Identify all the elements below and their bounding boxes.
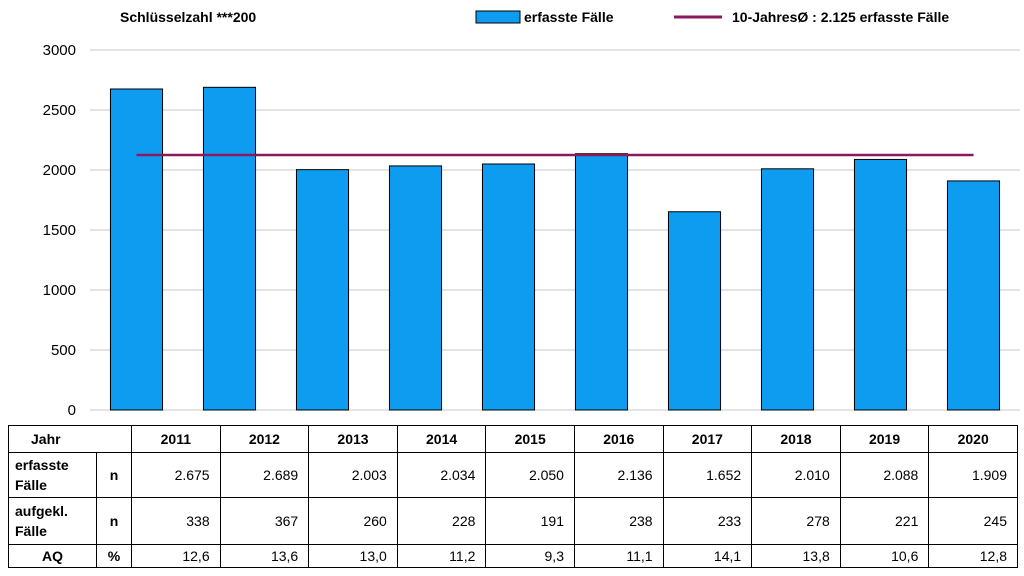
table-header-row: Jahr 2011 2012 2013 2014 2015 2016 2017 2018 2019…	[7, 425, 1018, 453]
y-tick-label: 3000	[43, 42, 76, 59]
value-cell: 2.010	[751, 452, 841, 498]
row-unit: n	[95, 452, 133, 498]
value-cell: 338	[131, 497, 221, 545]
legend-label-line: 10-JahresØ : 2.125 erfasste Fälle	[732, 9, 949, 25]
value-cell: 13,0	[308, 544, 398, 568]
row-label-line: Fälle	[15, 523, 47, 539]
y-tick-label: 1000	[43, 282, 76, 299]
value-cell: 11,1	[573, 544, 664, 568]
row-label-line: AQ	[42, 548, 63, 564]
value-cell: 12,8	[928, 544, 1018, 568]
year-cell: 2015	[485, 425, 575, 453]
value-cell: 2.689	[219, 452, 310, 498]
y-tick-label: 1500	[43, 222, 76, 239]
bar-2020	[946, 180, 1001, 411]
row-label-line: aufgekl.	[15, 503, 68, 519]
value-cell: 1.909	[928, 452, 1018, 498]
year-cell: 2018	[751, 425, 841, 453]
year-cell: 2012	[219, 425, 310, 453]
value-cell: 14,1	[662, 544, 753, 568]
bar-2016	[574, 153, 629, 411]
table-row: erfasste Fälle n 2.675 2.689 2.003 2.034 2.050 2…	[8, 452, 1018, 498]
value-cell: 2.003	[308, 452, 398, 498]
value-cell: 2.136	[573, 452, 664, 498]
value-cell: 12,6	[131, 544, 221, 568]
bar-2011	[109, 88, 164, 411]
value-cell: 221	[839, 497, 930, 545]
value-cell: 13,6	[219, 544, 310, 568]
bar-chart: Schlüsselzahl ***200 erfasste Fälle 10-J…	[43, 9, 1020, 419]
value-cell: 260	[308, 497, 398, 545]
table-row: aufgekl. Fälle n 338 367 260 228 191 238 233 278 22…	[8, 497, 1018, 545]
year-cell: 2017	[662, 425, 753, 453]
bar-2019	[853, 158, 908, 411]
row-label-line: Fälle	[15, 477, 47, 493]
y-tick-label: 2500	[43, 102, 76, 119]
value-cell: 2.088	[839, 452, 930, 498]
bar-2012	[202, 86, 257, 411]
value-cell: 13,8	[751, 544, 841, 568]
chart-title: Schlüsselzahl ***200	[120, 9, 256, 25]
value-cell: 2.050	[485, 452, 575, 498]
y-tick-label: 2000	[43, 162, 76, 179]
year-cell: 2019	[839, 425, 930, 453]
row-label: erfasste Fälle	[8, 452, 97, 498]
year-cell: 2020	[928, 425, 1018, 453]
value-cell: 278	[751, 497, 841, 545]
year-header: Jahr	[7, 425, 133, 453]
bars	[109, 86, 1001, 411]
row-label: aufgekl. Fälle	[8, 497, 97, 545]
y-axis-tick-labels: 0 500 1000 1500 2000 2500 3000	[43, 42, 76, 419]
row-unit: n	[95, 497, 133, 545]
bar-2017	[667, 211, 722, 411]
value-cell: 2.034	[396, 452, 487, 498]
bar-2013	[295, 169, 350, 411]
value-cell: 11,2	[396, 544, 487, 568]
data-table: Jahr 2011 2012 2013 2014 2015 2016 2017 2018 2019…	[7, 425, 1018, 568]
value-cell: 191	[485, 497, 575, 545]
legend-label-bars: erfasste Fälle	[524, 9, 614, 25]
legend: erfasste Fälle 10-JahresØ : 2.125 erfass…	[475, 9, 949, 25]
y-tick-label: 500	[51, 342, 76, 359]
row-label-line: erfasste	[15, 457, 69, 473]
bar-2018	[760, 168, 815, 411]
value-cell: 1.652	[662, 452, 753, 498]
value-cell: 233	[662, 497, 753, 545]
year-cell: 2014	[396, 425, 487, 453]
row-label: AQ	[8, 544, 97, 568]
row-unit: %	[95, 544, 133, 568]
legend-swatch-bars	[475, 10, 521, 24]
value-cell: 9,3	[485, 544, 575, 568]
value-cell: 228	[396, 497, 487, 545]
value-cell: 10,6	[839, 544, 930, 568]
value-cell: 367	[219, 497, 310, 545]
year-cell: 2016	[573, 425, 664, 453]
value-cell: 2.675	[131, 452, 221, 498]
y-tick-label: 0	[68, 402, 76, 419]
value-cell: 238	[573, 497, 664, 545]
bar-2014	[388, 165, 443, 411]
value-cell: 245	[928, 497, 1018, 545]
year-cell: 2011	[131, 425, 221, 453]
table-row: AQ% 12,6 13,6 13,0 11,2 9,3 11,1 14,1 13,8 10,6 12…	[8, 544, 1018, 568]
bar-2015	[481, 163, 536, 411]
year-cell: 2013	[308, 425, 398, 453]
